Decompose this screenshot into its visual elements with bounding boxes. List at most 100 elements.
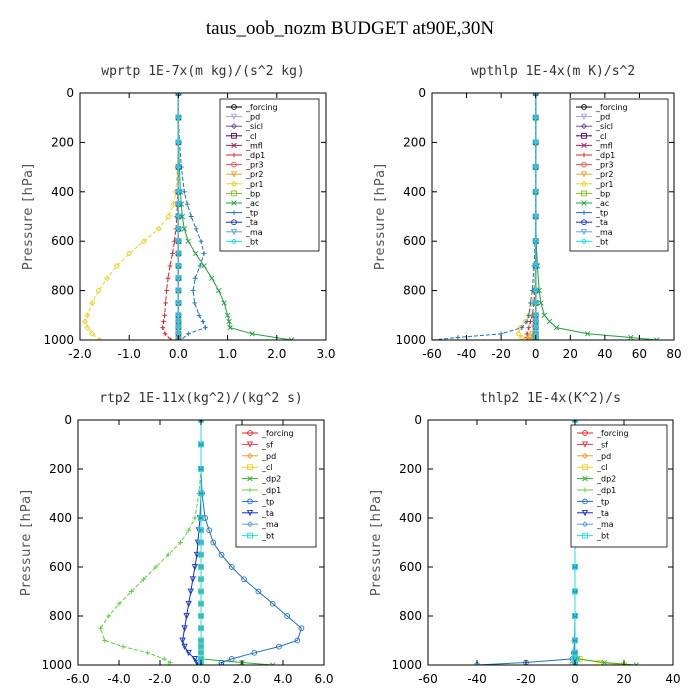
data-point bbox=[532, 164, 539, 171]
legend-marker bbox=[581, 104, 587, 110]
data-point bbox=[165, 552, 171, 558]
data-point bbox=[198, 649, 204, 656]
y-axis-label: Pressure [hPa] bbox=[21, 163, 36, 270]
legend-marker bbox=[581, 161, 587, 168]
y-tick-label: 400 bbox=[51, 185, 74, 199]
legend-entry: _mfl bbox=[595, 141, 613, 150]
x-tick-label: -40 bbox=[467, 672, 487, 686]
legend-marker bbox=[231, 132, 237, 139]
legend-marker bbox=[246, 441, 254, 448]
data-point bbox=[532, 318, 539, 325]
legend-entry: _dp1 bbox=[596, 486, 616, 495]
y-tick-label: 800 bbox=[49, 609, 72, 623]
x-tick-label: 60 bbox=[632, 347, 647, 361]
chart-panel-4: thlp2 1E-4x(K^2)/s Pressure [hPa] -60 -40 -2… bbox=[369, 391, 681, 686]
data-point bbox=[633, 662, 639, 665]
data-point bbox=[184, 201, 190, 207]
legend-entry: _bt bbox=[245, 237, 258, 246]
data-point bbox=[185, 649, 192, 657]
data-point bbox=[532, 287, 539, 294]
legend-entry: _pr1 bbox=[245, 180, 263, 189]
data-point bbox=[175, 287, 182, 294]
data-point bbox=[95, 287, 102, 294]
legend-entry: _pr2 bbox=[245, 170, 263, 179]
y-axis-label: Pressure [hPa] bbox=[369, 489, 384, 596]
data-point bbox=[528, 300, 533, 306]
x-tick-label: -20 bbox=[516, 672, 536, 686]
data-point bbox=[532, 299, 539, 306]
data-point bbox=[190, 288, 196, 293]
data-point bbox=[155, 225, 162, 232]
y-tick-label: 0 bbox=[418, 86, 426, 100]
data-point bbox=[628, 334, 634, 340]
plot-frame bbox=[79, 92, 327, 341]
data-point bbox=[167, 263, 173, 269]
data-point bbox=[186, 527, 192, 533]
legend-marker bbox=[246, 509, 254, 517]
legend-entry: _ma bbox=[596, 520, 614, 529]
data-point bbox=[84, 312, 91, 319]
legend-entry: _ta bbox=[595, 218, 608, 227]
y-tick-label: 1000 bbox=[391, 658, 422, 672]
data-point bbox=[201, 251, 207, 256]
data-point bbox=[192, 250, 199, 257]
data-point bbox=[198, 527, 204, 534]
data-point bbox=[209, 275, 215, 281]
legend-entry: _pd bbox=[596, 452, 611, 461]
x-tick-label: 40 bbox=[665, 672, 680, 686]
legend-marker bbox=[247, 498, 253, 505]
data-point bbox=[515, 330, 522, 337]
y-tick-label: 200 bbox=[51, 135, 74, 149]
data-point bbox=[288, 337, 295, 340]
data-point bbox=[572, 588, 578, 595]
legend-marker bbox=[247, 475, 253, 482]
series-line-dp1 bbox=[99, 420, 202, 665]
legend-entry: _forcing bbox=[596, 429, 629, 438]
data-point bbox=[175, 225, 182, 232]
x-tick-label: 1.0 bbox=[218, 347, 237, 361]
legend-marker bbox=[582, 532, 588, 539]
data-point bbox=[198, 613, 204, 619]
data-point bbox=[198, 539, 204, 546]
y-tick-label: 1000 bbox=[43, 333, 74, 347]
figure-title: taus_oob_nozm BUDGET at90E,30N bbox=[205, 18, 495, 39]
data-point bbox=[181, 189, 187, 195]
data-point bbox=[197, 263, 203, 269]
y-tick-label: 400 bbox=[399, 511, 422, 525]
legend-marker bbox=[580, 113, 588, 121]
legend-marker bbox=[231, 219, 237, 226]
data-point bbox=[165, 213, 172, 220]
panel-title: wpthlp 1E-4x(m K)/s^2 bbox=[471, 64, 635, 79]
data-point bbox=[165, 662, 171, 665]
data-point bbox=[532, 188, 539, 195]
data-point bbox=[192, 515, 198, 521]
legend-entry: _bp bbox=[245, 189, 260, 198]
data-point bbox=[181, 226, 188, 232]
data-point bbox=[192, 300, 198, 306]
legend-entry: _bt bbox=[261, 532, 274, 541]
data-point bbox=[116, 601, 122, 607]
data-point bbox=[187, 588, 194, 595]
x-tick-label: -2.0 bbox=[68, 347, 91, 361]
data-point bbox=[270, 662, 276, 665]
legend-marker bbox=[581, 441, 589, 448]
data-point bbox=[175, 201, 182, 208]
data-point bbox=[175, 114, 182, 121]
legend-marker bbox=[231, 161, 237, 168]
data-point bbox=[221, 300, 227, 306]
chart-panel-3: rtp2 1E-11x(kg^2)/(kg^2 s) Pressure [hPa]… bbox=[19, 391, 334, 686]
legend-marker bbox=[581, 132, 587, 139]
x-tick-label: 0.0 bbox=[169, 347, 188, 361]
y-tick-label: 1000 bbox=[41, 658, 72, 672]
data-point bbox=[226, 318, 232, 325]
legend-marker bbox=[582, 475, 588, 482]
y-tick-label: 800 bbox=[403, 284, 426, 298]
legend-entry: _cl bbox=[595, 132, 607, 141]
x-tick-label: 4.0 bbox=[273, 672, 292, 686]
data-point bbox=[175, 164, 182, 171]
data-point bbox=[179, 637, 186, 644]
legend-marker bbox=[231, 190, 237, 197]
data-point bbox=[206, 527, 213, 534]
data-point bbox=[198, 600, 204, 607]
